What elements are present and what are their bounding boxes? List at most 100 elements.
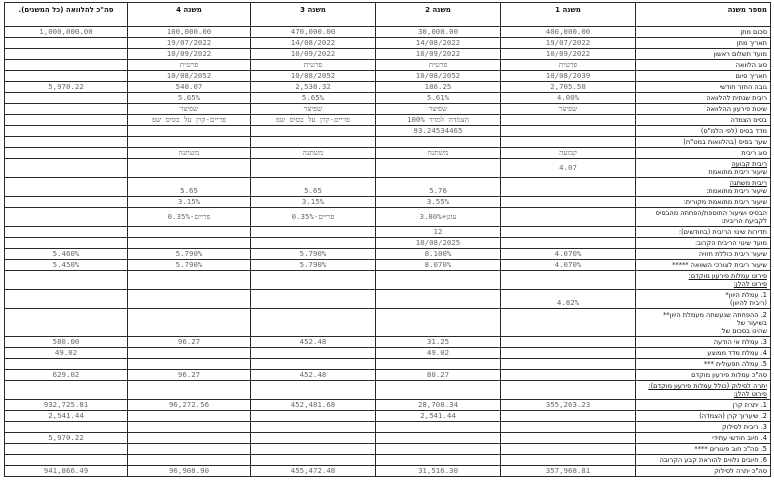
header-track-number: מספר משנה xyxy=(635,2,771,27)
cell-track-2 xyxy=(375,421,501,433)
row-label: ריבית משתנה שיעור ריבית מתואמת: xyxy=(635,177,771,197)
cell-track-2 xyxy=(375,454,501,466)
cell-track-2: 8.100% xyxy=(375,248,501,260)
cell-track-4: 96.27 xyxy=(127,336,251,348)
cell-track-4 xyxy=(127,226,251,238)
table-row: מדד בסיס (לפי הלמ"ס) 93.24534465 xyxy=(4,125,771,137)
cell-track-1: 10/09/2022 xyxy=(500,48,636,60)
cell-track-2: פרטית xyxy=(375,59,501,71)
cell-track-4 xyxy=(127,358,251,370)
row-label-line: שיעור ריבית מתואמת: xyxy=(706,187,767,195)
row-label: 2. ההפחתה שנעשתה מעמלת היוון** בשיעור של ש… xyxy=(635,308,771,337)
cell-track-2: 5.76 xyxy=(375,177,501,197)
cell-track-2 xyxy=(375,432,501,444)
row-label: פירוט עמלות פירעון מוקדם: פירוט להלן: xyxy=(635,270,771,290)
table-row: תאריך מתן 19/07/2022 14/08/2022 14/08/2022 1… xyxy=(4,37,771,49)
cell-total xyxy=(4,226,128,238)
cell-total: 941,866.49 xyxy=(4,465,128,477)
cell-track-4 xyxy=(127,289,251,309)
row-label-line: 2. שיערוך קרן (הצמדה) xyxy=(699,412,767,420)
table-row: סוג ריבית קבועה משתנה משתנה משתנה xyxy=(4,147,771,159)
cell-track-2: 10/08/2052 xyxy=(375,70,501,82)
row-label: 2. שיערוך קרן (הצמדה) xyxy=(635,410,771,422)
cell-track-3: פרטית xyxy=(250,59,376,71)
header-row: מספר משנה משנה 1 משנה 2 משנה 3 משנה 4 סה… xyxy=(4,2,771,27)
cell-total xyxy=(4,37,128,49)
row-label-line: גובה החזר חודשי xyxy=(719,83,767,91)
row-label-line: תאריך מתן xyxy=(736,39,767,47)
cell-track-2: 80.27 xyxy=(375,369,501,381)
cell-track-4: 540.07 xyxy=(127,81,251,93)
cell-track-1 xyxy=(500,136,636,148)
table-row: 1. יתרת קרן 355,263.23 28,708.34 452,481.68… xyxy=(4,399,771,411)
cell-total xyxy=(4,237,128,249)
cell-track-1 xyxy=(500,369,636,381)
cell-track-4 xyxy=(127,421,251,433)
table-row: ריבית שנתית להלוואה 4.00% 5.61% 5.65% 5.65% xyxy=(4,92,771,104)
cell-total: 2,541.44 xyxy=(4,410,128,422)
cell-track-3: 5.790% xyxy=(250,259,376,271)
cell-track-3 xyxy=(250,421,376,433)
row-label-line: בשיעור של xyxy=(736,318,767,327)
cell-track-1 xyxy=(500,410,636,422)
cell-track-3: פריים-0.35% xyxy=(250,207,376,227)
row-label: שיעור ריבית לצורכי השוואה ***** xyxy=(635,259,771,271)
cell-total xyxy=(4,358,128,370)
table-row: 6. חיובים נלווים להוראת קבע הקרובה xyxy=(4,454,771,466)
cell-track-1: 4.82% xyxy=(500,289,636,309)
row-label: מועד תשלום ראשון xyxy=(635,48,771,60)
cell-total: 5,970.22 xyxy=(4,81,128,93)
cell-track-4: 96,272.56 xyxy=(127,399,251,411)
table-row: הבסיס ושיעור התוספת/הפחתה מהבסיס לקביעת ה… xyxy=(4,207,771,227)
loan-tracks-table: מספר משנה משנה 1 משנה 2 משנה 3 משנה 4 סה… xyxy=(4,2,771,477)
table-row: שיטת פירעון ההלוואה שפיצר שפיצר שפיצר שפיצר xyxy=(4,103,771,115)
cell-track-2: 10/09/2022 xyxy=(375,48,501,60)
row-label: 1. יתרת קרן xyxy=(635,399,771,411)
cell-track-3 xyxy=(250,443,376,455)
row-label-line: 3. ריבית לסילוק xyxy=(721,423,767,431)
cell-total xyxy=(4,48,128,60)
cell-track-3: פריים-קרן על בסיס שפ xyxy=(250,114,376,126)
row-label: 3. עמלת אי הודעה xyxy=(635,336,771,348)
cell-track-3 xyxy=(250,226,376,238)
row-label-line: מועד שינוי הריבית הקרוב: xyxy=(694,239,767,247)
cell-track-1 xyxy=(500,270,636,290)
cell-total xyxy=(4,147,128,159)
row-label-line: 5. עמלה תפעולית *** xyxy=(703,360,767,368)
cell-track-2: 28,708.34 xyxy=(375,399,501,411)
cell-track-1 xyxy=(500,196,636,208)
row-label-line: סה"כ עמלות פירעון מוקדם xyxy=(691,371,767,379)
cell-track-2: 8.070% xyxy=(375,259,501,271)
cell-track-4 xyxy=(127,125,251,137)
cell-track-2 xyxy=(375,136,501,148)
row-label: גובה החזר חודשי xyxy=(635,81,771,93)
row-label-line: סכום מתן xyxy=(740,28,767,36)
cell-total xyxy=(4,177,128,197)
cell-track-2: משתנה xyxy=(375,147,501,159)
cell-total xyxy=(4,443,128,455)
cell-track-3: 452,481.68 xyxy=(250,399,376,411)
table-row: 3. ריבית לסילוק xyxy=(4,421,771,433)
row-label: 6. חיובים נלווים להוראת קבע הקרובה xyxy=(635,454,771,466)
table-row: 4. חיוב חודשי עתידי 5,970.22 xyxy=(4,432,771,444)
row-label-line: שיעור ריבית מתואמת xyxy=(708,168,767,176)
row-label-line: שיעור ריבית לצורכי השוואה ***** xyxy=(672,261,767,269)
cell-track-3 xyxy=(250,358,376,370)
cell-track-2: 3.55% xyxy=(375,196,501,208)
table-row: שיעור ריבית מתואמת מקורית: 3.55% 3.15% 3.15… xyxy=(4,196,771,208)
row-label-line: סה"כ יתרה לסילוק xyxy=(714,467,767,475)
cell-track-1 xyxy=(500,347,636,359)
cell-track-1 xyxy=(500,237,636,249)
cell-track-3 xyxy=(250,454,376,466)
cell-total xyxy=(4,70,128,82)
cell-track-4: 5.790% xyxy=(127,248,251,260)
cell-track-1 xyxy=(500,114,636,126)
table-row: 2. ההפחתה שנעשתה מעמלת היוון** בשיעור של ש… xyxy=(4,308,771,337)
cell-track-4 xyxy=(127,410,251,422)
cell-total: 580.00 xyxy=(4,336,128,348)
cell-track-1 xyxy=(500,454,636,466)
cell-total xyxy=(4,454,128,466)
row-label: תאריך סיום xyxy=(635,70,771,82)
table-row: בסיס הצמדה 100% הצמדה למדד פריים-קרן על בס… xyxy=(4,114,771,126)
cell-track-3 xyxy=(250,380,376,400)
